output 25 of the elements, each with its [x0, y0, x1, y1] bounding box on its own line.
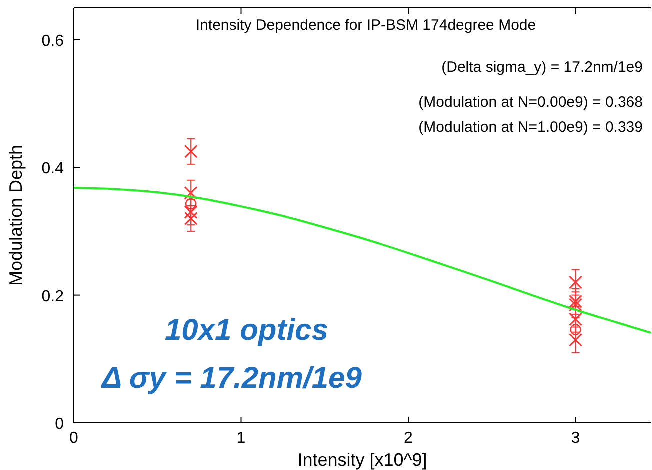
point — [184, 212, 198, 226]
point — [184, 144, 198, 158]
x-tick-label: 1 — [236, 430, 246, 447]
point — [568, 333, 582, 347]
annotation: 10x1 optics — [165, 314, 328, 347]
point — [568, 276, 582, 290]
x-tick-label: 3 — [571, 430, 580, 447]
annotation: (Modulation at N=0.00e9) = 0.368 — [418, 94, 643, 111]
text: Intensity Dependence for IP-BSM 174degree Mode — [196, 17, 536, 34]
annotation: (Modulation at N=1.00e9) = 0.339 — [418, 119, 643, 136]
point — [568, 312, 582, 326]
x-tick-label: 2 — [404, 430, 414, 447]
y-tick-label: 0.6 — [42, 32, 64, 50]
x-axis-title: Intensity [x10^9] — [298, 450, 428, 470]
y-axis-title: Modulation Depth — [6, 144, 26, 286]
point — [568, 298, 582, 312]
x-tick-label: 0 — [70, 430, 79, 447]
point — [184, 186, 198, 200]
annotation: Δ σy = 17.2nm/1e9 — [101, 362, 362, 395]
point — [184, 206, 198, 220]
annotation: (Delta sigma_y) = 17.2nm/1e9 — [442, 59, 643, 76]
y-tick-label: 0.4 — [42, 160, 64, 178]
y-tick-label: 0 — [55, 416, 64, 433]
y-tick-label: 0.2 — [42, 288, 64, 306]
point — [568, 294, 582, 308]
